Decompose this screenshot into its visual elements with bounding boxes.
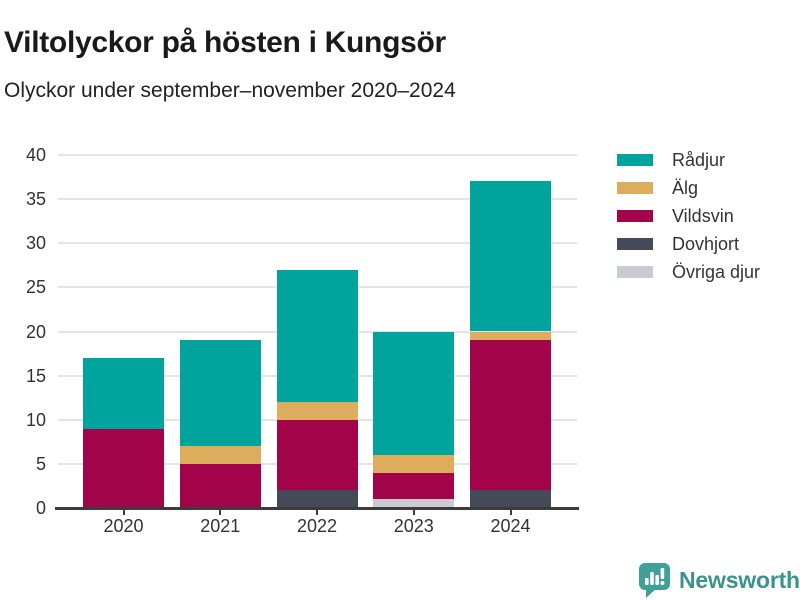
legend-label: Vildsvin (672, 205, 734, 226)
newsworthy-logo-icon (639, 563, 670, 598)
x-axis-tick-2020 (122, 509, 125, 515)
x-axis-label-2023: 2023 (393, 516, 434, 536)
x-axis-tick-2024 (509, 509, 512, 515)
y-axis-tick-label: 40 (25, 145, 46, 165)
legend-item-Rådjur: Rådjur (617, 146, 760, 174)
x-axis-label-2020: 2020 (103, 516, 144, 536)
bar-segment-2023-Älg (373, 455, 455, 473)
page-subtitle: Olyckor under september–november 2020–20… (4, 79, 456, 102)
y-axis-tick-label: 30 (25, 233, 46, 254)
y-axis-tick-label: 10 (25, 409, 46, 430)
bar-segment-2024-Rådjur (470, 181, 551, 332)
gridline-y-40 (58, 154, 577, 156)
y-axis-tick-label: 25 (25, 277, 46, 298)
y-axis-tick-label: 0 (35, 498, 46, 518)
legend-swatch (617, 182, 653, 194)
bar-segment-2022-Vildsvin (276, 419, 358, 491)
x-axis-label-2024: 2024 (490, 516, 531, 536)
legend-item-Dovhjort: Dovhjort (617, 230, 760, 258)
x-axis-tick-2022 (316, 509, 318, 515)
y-axis-tick-label: 20 (25, 321, 46, 342)
bar-segment-2020-Rådjur (83, 357, 164, 429)
bar-segment-2022-Dovhjort (276, 490, 358, 508)
legend-label: Älg (672, 177, 699, 198)
bar-segment-2023-Vildsvin (373, 472, 455, 500)
x-axis-label-2021: 2021 (200, 516, 241, 536)
legend-item-Övriga djur: Övriga djur (617, 258, 760, 286)
bar-segment-2023-Rådjur (373, 331, 455, 456)
legend-label: Rådjur (672, 149, 726, 170)
legend-swatch (617, 210, 653, 222)
gridline-y-30 (58, 242, 577, 245)
x-axis-tick-2021 (219, 509, 222, 515)
bar-segment-2022-Rådjur (276, 269, 358, 403)
x-axis-label-2022: 2022 (296, 516, 338, 536)
legend-label: Övriga djur (672, 261, 761, 282)
bar-segment-2024-Dovhjort (470, 490, 551, 508)
bar-segment-2021-Älg (179, 446, 261, 464)
bar-segment-2021-Vildsvin (179, 463, 261, 508)
brand-name: Newsworthy (679, 567, 800, 593)
legend-swatch (617, 238, 653, 250)
gridline-y-35 (58, 198, 577, 201)
legend-swatch (617, 154, 653, 166)
bar-segment-2024-Älg (470, 331, 551, 341)
y-axis-tick-label: 35 (25, 189, 46, 210)
chart-legend: Rådjur Älg Vildsvin Dovhjort Övriga djur (617, 146, 760, 286)
page-title: Viltolyckor på hösten i Kungsör (4, 26, 446, 60)
brand-footer: Newsworthy (638, 562, 800, 599)
bar-segment-2021-Rådjur (179, 340, 261, 447)
bar-segment-2024-Vildsvin (470, 340, 551, 491)
legend-label: Dovhjort (672, 233, 740, 254)
bar-segment-2022-Älg (276, 402, 358, 420)
legend-item-Vildsvin: Vildsvin (617, 202, 760, 230)
legend-swatch (617, 266, 653, 278)
bar-segment-2020-Vildsvin (83, 428, 164, 508)
x-axis-line (55, 506, 579, 510)
y-axis-tick-label: 15 (25, 365, 46, 386)
y-axis-tick-label: 5 (35, 453, 46, 474)
bar-segment-2023-Övriga djur (373, 499, 455, 508)
legend-item-Älg: Älg (617, 174, 760, 202)
x-axis-tick-2023 (412, 509, 415, 515)
